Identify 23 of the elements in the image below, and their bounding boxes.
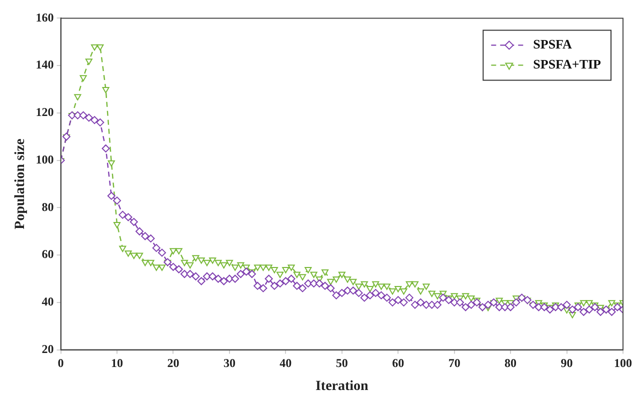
y-tick-label: 20 xyxy=(42,342,54,356)
y-tick-label: 100 xyxy=(36,152,54,166)
y-tick-label: 40 xyxy=(42,294,54,309)
y-tick-label: 60 xyxy=(42,247,54,262)
x-tick-label: 70 xyxy=(448,356,460,370)
x-tick-label: 60 xyxy=(392,356,404,370)
y-tick-label: 80 xyxy=(42,200,54,214)
x-tick-label: 10 xyxy=(111,356,124,370)
x-axis-title: Iteration xyxy=(315,379,369,394)
x-tick-label: 80 xyxy=(504,356,517,370)
x-tick-label: 40 xyxy=(280,356,292,370)
legend-label: SPSFA xyxy=(533,36,573,52)
x-tick-label: 100 xyxy=(614,356,632,370)
x-tick-label: 20 xyxy=(167,356,180,370)
y-tick-label: 120 xyxy=(36,105,54,120)
y-axis-title: Population size xyxy=(13,138,28,230)
x-tick-label: 30 xyxy=(223,356,236,370)
x-tick-label: 90 xyxy=(560,356,573,370)
legend-label: SPSFA+TIP xyxy=(533,56,602,72)
y-tick-label: 160 xyxy=(36,10,54,24)
y-tick-label: 140 xyxy=(36,58,54,72)
x-tick-label: 0 xyxy=(58,356,64,370)
x-tick-label: 50 xyxy=(336,356,348,370)
